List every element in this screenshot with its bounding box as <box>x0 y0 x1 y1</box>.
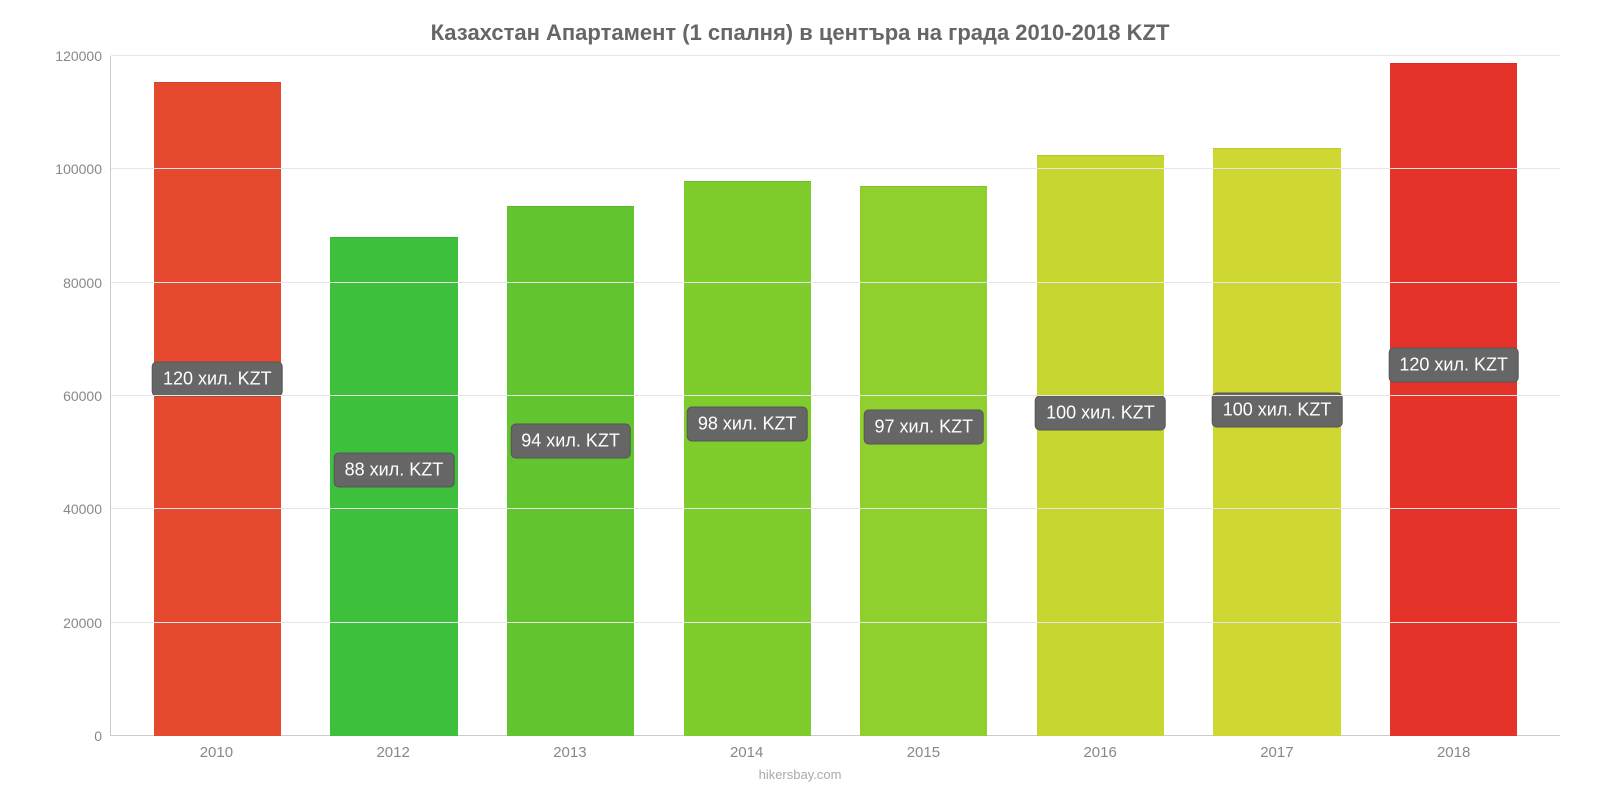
bars-region: 120 хил. KZT 88 хил. KZT 94 хил. KZT 98 хил… <box>110 56 1560 736</box>
bar-slot: 100 хил. KZT <box>1189 56 1366 736</box>
footer-attribution: hikersbay.com <box>40 767 1560 782</box>
x-tick-label: 2013 <box>482 744 659 761</box>
y-tick-label: 120000 <box>55 48 102 64</box>
bar-slot: 94 хил. KZT <box>482 56 659 736</box>
plot-area: 020000400006000080000100000120000 120 хи… <box>40 56 1560 736</box>
x-tick-label: 2012 <box>305 744 482 761</box>
bar <box>1037 155 1164 736</box>
y-tick-label: 20000 <box>63 615 102 631</box>
bar-value-label: 98 хил. KZT <box>687 407 808 442</box>
bar-value-label: 94 хил. KZT <box>510 424 631 459</box>
y-axis: 020000400006000080000100000120000 <box>40 56 110 736</box>
gridline <box>111 168 1560 169</box>
x-tick-label: 2016 <box>1012 744 1189 761</box>
bar-slot: 88 хил. KZT <box>306 56 483 736</box>
x-tick-label: 2018 <box>1365 744 1542 761</box>
y-tick-label: 0 <box>94 728 102 744</box>
bar-slot: 98 хил. KZT <box>659 56 836 736</box>
bars-row: 120 хил. KZT 88 хил. KZT 94 хил. KZT 98 хил… <box>111 56 1560 736</box>
x-axis: 20102012201320142015201620172018 <box>110 736 1560 761</box>
y-tick-label: 40000 <box>63 501 102 517</box>
bar-value-label: 100 хил. KZT <box>1212 393 1343 428</box>
gridline <box>111 282 1560 283</box>
bar-slot: 97 хил. KZT <box>836 56 1013 736</box>
bar <box>684 181 811 736</box>
bar <box>1213 148 1340 736</box>
x-tick-label: 2010 <box>128 744 305 761</box>
bar-value-label: 97 хил. KZT <box>864 410 985 445</box>
bar <box>1390 63 1517 736</box>
bar-slot: 120 хил. KZT <box>1365 56 1542 736</box>
x-tick-label: 2014 <box>658 744 835 761</box>
chart-title: Казахстан Апартамент (1 спалня) в център… <box>40 20 1560 46</box>
gridline <box>111 622 1560 623</box>
chart-container: Казахстан Апартамент (1 спалня) в център… <box>0 0 1600 800</box>
bar <box>154 82 281 737</box>
gridline <box>111 395 1560 396</box>
gridline <box>111 508 1560 509</box>
bar-value-label: 120 хил. KZT <box>1388 347 1519 382</box>
bar-value-label: 120 хил. KZT <box>152 362 283 397</box>
bar-value-label: 100 хил. KZT <box>1035 396 1166 431</box>
x-tick-label: 2017 <box>1189 744 1366 761</box>
bar-slot: 120 хил. KZT <box>129 56 306 736</box>
bar-value-label: 88 хил. KZT <box>334 452 455 487</box>
y-tick-label: 80000 <box>63 275 102 291</box>
gridline <box>111 55 1560 56</box>
y-tick-label: 100000 <box>55 161 102 177</box>
x-tick-label: 2015 <box>835 744 1012 761</box>
bar <box>507 206 634 736</box>
bar-slot: 100 хил. KZT <box>1012 56 1189 736</box>
y-tick-label: 60000 <box>63 388 102 404</box>
bar <box>860 186 987 736</box>
